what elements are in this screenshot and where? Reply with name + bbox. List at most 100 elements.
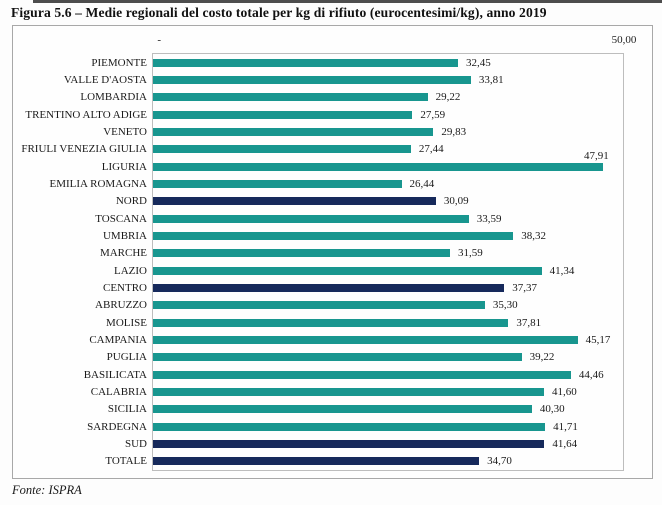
chart-row: SARDEGNA 41,71 — [87, 418, 623, 435]
value-label: 34,70 — [487, 455, 512, 468]
bar — [153, 58, 459, 67]
chart-row: PIEMONTE 32,45 — [91, 54, 623, 71]
bar — [153, 405, 532, 414]
category-label: PIEMONTE — [91, 56, 147, 69]
category-label: PUGLIA — [106, 351, 147, 364]
axis-tick-max: 50,00 — [611, 34, 637, 46]
category-label: VENETO — [103, 125, 147, 138]
chart-row: VENETO 29,83 — [103, 123, 623, 140]
chart-row: UMBRIA 38,32 — [103, 227, 623, 244]
chart-row: NORD 30,09 — [116, 193, 623, 210]
value-label: 30,09 — [443, 195, 469, 208]
category-label: MARCHE — [99, 247, 147, 260]
chart-row: BASILICATA 44,46 — [84, 366, 623, 383]
chart-row: FRIULI VENEZIA GIULIA 27,44 — [21, 141, 623, 158]
bar — [153, 179, 402, 188]
bar — [153, 75, 471, 84]
bar — [153, 145, 411, 154]
bar — [153, 335, 578, 344]
category-label: SARDEGNA — [87, 420, 147, 433]
category-label: LOMBARDIA — [80, 91, 147, 104]
category-label: MOLISE — [106, 316, 147, 329]
value-label: 32,45 — [466, 56, 491, 69]
value-label: 44,46 — [578, 368, 604, 381]
bar — [153, 162, 604, 171]
bar — [153, 197, 436, 206]
chart-row: MOLISE 37,81 — [106, 314, 623, 331]
value-label: 41,60 — [552, 385, 577, 398]
category-label: TOTALE — [105, 455, 147, 468]
value-label: 33,59 — [476, 212, 502, 225]
chart-row: MARCHE 31,59 — [100, 245, 623, 262]
page-top-rule — [33, 0, 662, 3]
category-label: BASILICATA — [83, 368, 147, 381]
category-label: CENTRO — [103, 281, 147, 294]
chart-row: LIGURIA 47,91 — [102, 150, 623, 175]
value-label: 27,44 — [418, 143, 444, 156]
value-label: 47,91 — [584, 149, 609, 162]
value-label: 37,37 — [512, 281, 538, 294]
bar — [153, 93, 428, 102]
value-label: 39,22 — [529, 351, 555, 364]
axis-tick-zero: - — [157, 34, 161, 46]
category-label: VALLE D'AOSTA — [63, 73, 147, 86]
value-label: 26,44 — [409, 177, 435, 190]
bar — [153, 110, 413, 119]
category-label: TRENTINO ALTO ADIGE — [25, 108, 147, 121]
bar — [153, 214, 469, 223]
bar — [153, 422, 546, 431]
chart-row: LOMBARDIA 29,22 — [80, 89, 623, 106]
value-label: 41,64 — [552, 437, 578, 450]
chart-row: SUD 41,64 — [125, 435, 623, 452]
category-label: CAMPANIA — [89, 333, 147, 346]
value-label: 35,30 — [492, 299, 518, 312]
chart-row: CALABRIA 41,60 — [91, 383, 623, 400]
chart-row: CAMPANIA 45,17 — [89, 331, 623, 348]
value-label: 29,22 — [435, 91, 461, 104]
bar — [153, 439, 545, 448]
value-label: 29,83 — [441, 125, 467, 138]
chart-row: CENTRO 37,37 — [103, 279, 623, 296]
bar — [153, 249, 450, 258]
bar — [153, 283, 505, 292]
category-label: EMILIA ROMAGNA — [49, 177, 147, 190]
category-label: FRIULI VENEZIA GIULIA — [21, 143, 147, 156]
category-label: SUD — [124, 437, 147, 450]
chart-row: PUGLIA 39,22 — [107, 349, 623, 366]
value-label: 27,59 — [420, 108, 446, 121]
value-label: 41,71 — [553, 420, 578, 433]
category-label: CALABRIA — [90, 385, 147, 398]
chart-row: LAZIO 41,34 — [114, 262, 623, 279]
category-label: SICILIA — [107, 403, 147, 416]
bar — [153, 127, 434, 136]
bar — [153, 231, 514, 240]
source-note: Fonte: ISPRA — [12, 483, 82, 497]
category-label: NORD — [115, 195, 147, 208]
value-label: 38,32 — [521, 229, 546, 242]
plot-area: PIEMONTE 32,45 VALLE D'AOSTA 33,81 LOMBARDIA… — [21, 53, 624, 471]
category-label: UMBRIA — [102, 229, 147, 242]
bar — [153, 370, 571, 379]
chart-row: VALLE D'AOSTA 33,81 — [64, 71, 623, 88]
value-label: 40,30 — [539, 403, 565, 416]
chart-row: ABRUZZO 35,30 — [95, 297, 623, 314]
category-label: ABRUZZO — [95, 299, 147, 312]
bar — [153, 353, 522, 362]
value-label: 45,17 — [585, 333, 611, 346]
bar — [153, 301, 485, 310]
chart-row: TRENTINO ALTO ADIGE 27,59 — [25, 106, 623, 123]
category-label: TOSCANA — [95, 212, 147, 225]
category-label: LAZIO — [114, 264, 147, 277]
chart-row: TOTALE 34,70 — [105, 453, 623, 470]
chart-row: SICILIA 40,30 — [108, 401, 623, 418]
value-label: 33,81 — [478, 73, 504, 86]
value-label: 31,59 — [457, 247, 483, 260]
figure-title: Figura 5.6 – Medie regionali del costo t… — [11, 5, 547, 20]
bar — [153, 387, 545, 396]
value-label: 41,34 — [549, 264, 575, 277]
chart-area: - 50,00 PIEMONTE 32,45 VALLE D'AOSTA 33,81 L… — [12, 25, 653, 479]
value-label: 37,81 — [516, 316, 542, 329]
chart-row: EMILIA ROMAGNA 26,44 — [50, 175, 623, 192]
bar — [153, 266, 542, 275]
bar — [153, 318, 509, 327]
